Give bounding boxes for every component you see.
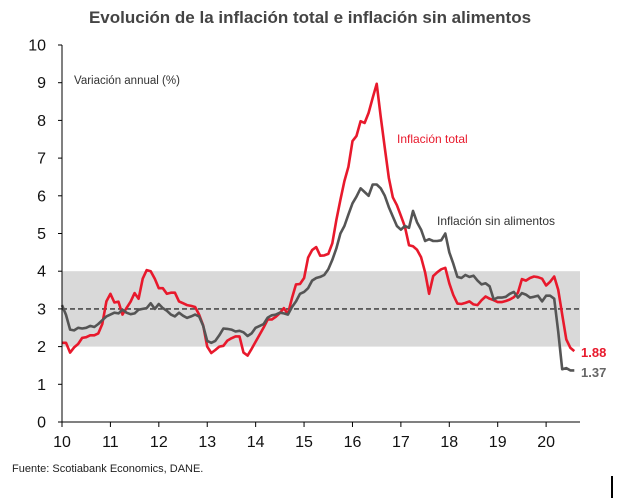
x-tick-label: 17 [392, 434, 410, 451]
y-tick-label: 0 [37, 415, 46, 432]
series-label-core: Inflación sin alimentos [437, 214, 555, 228]
series-label-total: Inflación total [397, 132, 468, 146]
x-tick-label: 12 [150, 434, 168, 451]
x-tick-label: 20 [537, 434, 555, 451]
series-line-total [62, 82, 576, 357]
y-tick-label: 8 [37, 113, 46, 130]
source-note: Fuente: Scotiabank Economics, DANE. [12, 463, 204, 475]
y-tick-label: 3 [37, 301, 46, 318]
y-axis-label: Variación annual (%) [74, 75, 180, 87]
x-tick-label: 19 [489, 434, 507, 451]
end-label-core: 1.37 [581, 365, 606, 380]
x-tick-label: 16 [344, 434, 362, 451]
text-cursor [611, 476, 613, 498]
y-tick-label: 6 [37, 188, 46, 205]
x-tick-label: 10 [53, 434, 71, 451]
x-tick-label: 18 [440, 434, 458, 451]
y-tick-label: 7 [37, 151, 46, 168]
y-tick-label: 5 [37, 226, 46, 243]
y-tick-label: 1 [37, 377, 46, 394]
end-label-total: 1.88 [581, 345, 606, 360]
y-tick-label: 10 [28, 38, 46, 55]
x-tick-label: 15 [295, 434, 313, 451]
chart-title: Evolución de la inflación total e inflac… [88, 8, 532, 27]
y-tick-label: 9 [37, 75, 46, 92]
x-tick-label: 13 [198, 434, 216, 451]
x-tick-label: 11 [102, 434, 119, 451]
y-tick-label: 2 [37, 339, 46, 356]
y-tick-label: 4 [37, 264, 46, 281]
x-tick-label: 14 [247, 434, 265, 451]
series-line-core [60, 183, 575, 372]
